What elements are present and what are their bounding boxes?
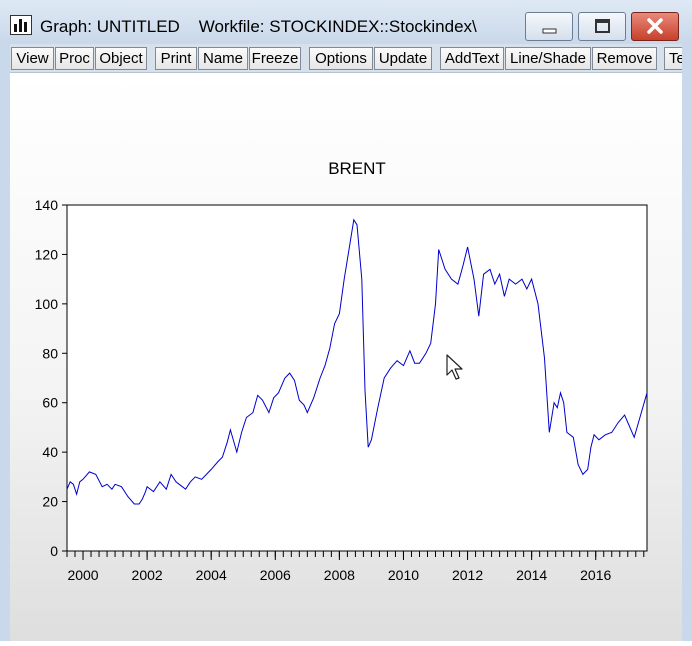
y-tick-label: 20 <box>42 494 58 510</box>
freeze-button[interactable]: Freeze <box>249 47 301 70</box>
x-tick-label: 2016 <box>580 567 611 583</box>
line-shade-button[interactable]: Line/Shade <box>505 47 591 70</box>
window-titlebar[interactable]: Graph: UNTITLED Workfile: STOCKINDEX::St… <box>0 0 692 44</box>
y-tick-label: 100 <box>35 296 59 312</box>
proc-button[interactable]: Proc <box>55 47 94 70</box>
bar-chart-icon <box>10 15 32 35</box>
plot-area <box>66 204 648 552</box>
x-tick-label: 2014 <box>516 567 547 583</box>
y-tick-label: 120 <box>35 246 59 262</box>
maximize-icon <box>595 19 610 33</box>
x-tick-label: 2008 <box>324 567 355 583</box>
minimize-icon <box>542 28 557 34</box>
window-title: Graph: UNTITLED Workfile: STOCKINDEX::St… <box>40 17 477 36</box>
close-icon <box>647 18 663 34</box>
minimize-button[interactable] <box>525 12 573 41</box>
mouse-cursor-icon <box>446 354 463 380</box>
x-tick-label: 2000 <box>67 567 98 583</box>
y-tick-label: 80 <box>42 345 58 361</box>
remove-button[interactable]: Remove <box>592 47 657 70</box>
x-axis: 2000 2002 2004 2006 2008 2010 2012 2014 2016 <box>66 551 645 583</box>
brent-series-line <box>66 218 648 505</box>
view-button[interactable]: View <box>11 47 54 70</box>
y-axis: 0 20 40 60 80 100 120 140 <box>35 197 67 559</box>
print-button[interactable]: Print <box>155 47 197 70</box>
update-button[interactable]: Update <box>374 47 432 70</box>
y-tick-label: 40 <box>42 444 58 460</box>
y-tick-label: 60 <box>42 395 58 411</box>
close-button[interactable] <box>631 12 679 41</box>
name-button[interactable]: Name <box>198 47 248 70</box>
x-tick-label: 2006 <box>260 567 291 583</box>
graph-toolbar: View Proc Object Print Name Freeze Optio… <box>0 44 692 73</box>
x-tick-label: 2012 <box>452 567 483 583</box>
window-border-right <box>682 44 692 641</box>
x-tick-label: 2004 <box>196 567 227 583</box>
x-tick-label: 2002 <box>132 567 163 583</box>
object-button[interactable]: Object <box>95 47 147 70</box>
options-button[interactable]: Options <box>309 47 373 70</box>
graph-canvas[interactable]: BRENT 0 20 40 60 80 100 120 140 2000 2002 2004 200… <box>10 73 682 641</box>
addtext-button[interactable]: AddText <box>440 47 504 70</box>
window-border-left <box>0 44 10 641</box>
y-tick-label: 140 <box>35 197 59 213</box>
x-tick-label: 2010 <box>388 567 419 583</box>
chart-title: BRENT <box>328 159 386 178</box>
y-tick-label: 0 <box>50 543 58 559</box>
maximize-button[interactable] <box>578 12 626 41</box>
